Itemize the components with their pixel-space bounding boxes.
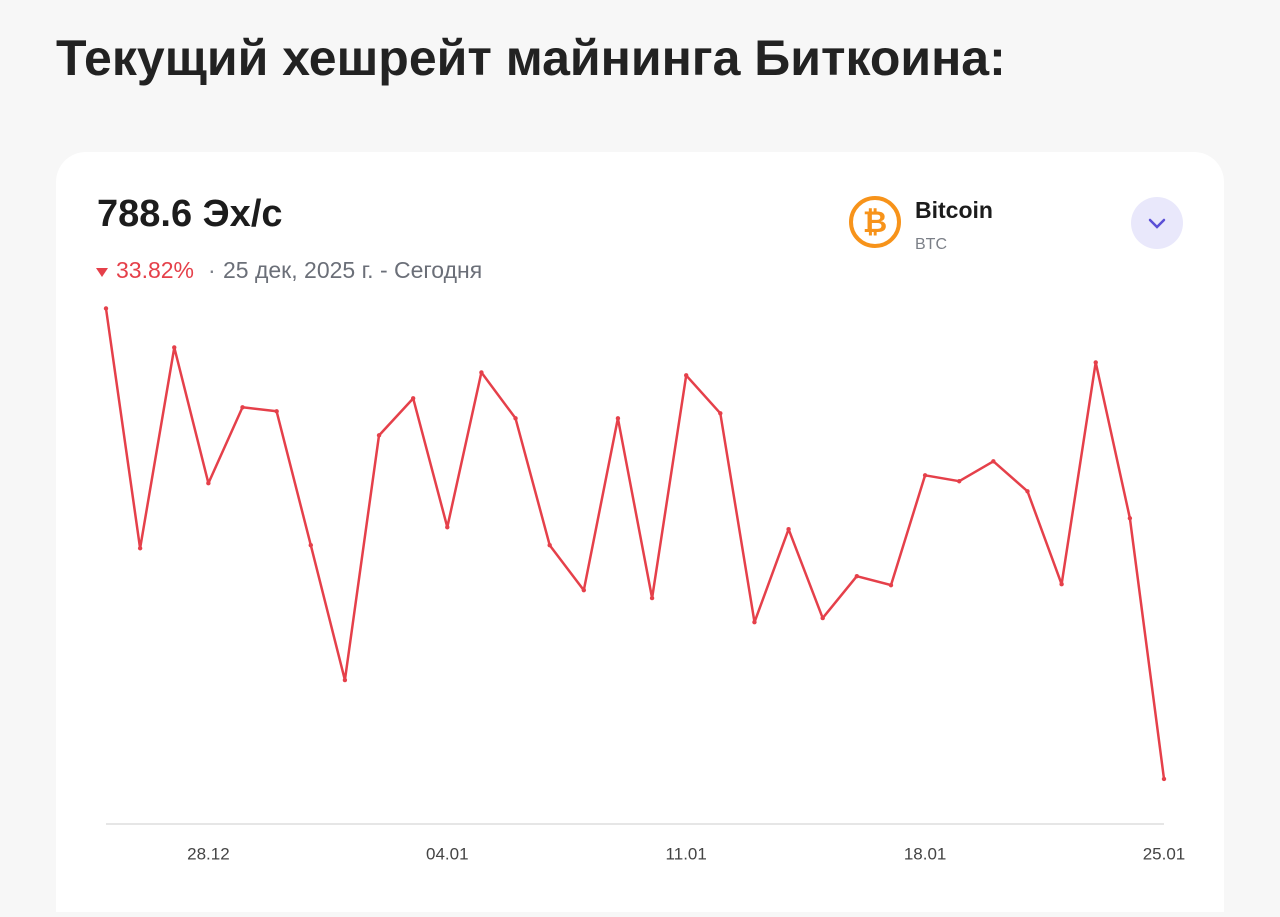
coin-name: Bitcoin <box>915 197 993 223</box>
x-tick-label: 25.01 <box>1143 844 1186 863</box>
point <box>1093 360 1098 365</box>
point <box>206 481 211 486</box>
down-arrow <box>96 268 108 277</box>
point <box>854 573 860 579</box>
point <box>922 473 928 478</box>
dropdown-button[interactable] <box>1131 197 1183 249</box>
point <box>137 546 143 551</box>
point <box>479 370 484 375</box>
line <box>104 308 1166 780</box>
chevron <box>1148 218 1166 229</box>
x-tick-label: 04.01 <box>426 844 469 863</box>
point <box>445 525 450 530</box>
heading: Текущий хешрейт майнинга Биткоина: <box>56 30 1006 86</box>
separator: · <box>208 257 216 283</box>
point <box>1161 776 1167 782</box>
point <box>718 411 723 416</box>
point <box>513 416 518 421</box>
point <box>547 543 552 548</box>
x-tick-label: 28.12 <box>187 844 230 863</box>
change: 33.82% <box>116 257 194 283</box>
period: 25 дек, 2025 г. - Сегодня <box>223 257 482 283</box>
x-tick-label: 18.01 <box>904 844 947 863</box>
point <box>888 582 894 588</box>
point <box>376 433 382 438</box>
x-tick-label: 11.01 <box>666 844 707 863</box>
point <box>683 373 689 378</box>
coin-icon <box>849 196 901 248</box>
point <box>752 619 757 625</box>
point <box>991 459 996 464</box>
point <box>581 587 587 593</box>
point <box>103 306 109 311</box>
point <box>820 615 825 621</box>
point <box>649 595 655 601</box>
point <box>1025 489 1030 494</box>
point <box>615 416 621 421</box>
point <box>786 527 791 532</box>
point <box>342 677 348 683</box>
point <box>172 345 177 350</box>
point <box>308 543 313 548</box>
point <box>957 479 962 484</box>
current-value: 788.6 Эх/с <box>97 193 283 235</box>
point <box>410 396 416 401</box>
coin-symbol: ₿ <box>863 206 887 239</box>
coin-ticker: BTC <box>915 236 947 253</box>
point <box>1059 582 1064 587</box>
point <box>274 409 279 414</box>
point <box>1127 516 1133 521</box>
point <box>240 405 245 410</box>
